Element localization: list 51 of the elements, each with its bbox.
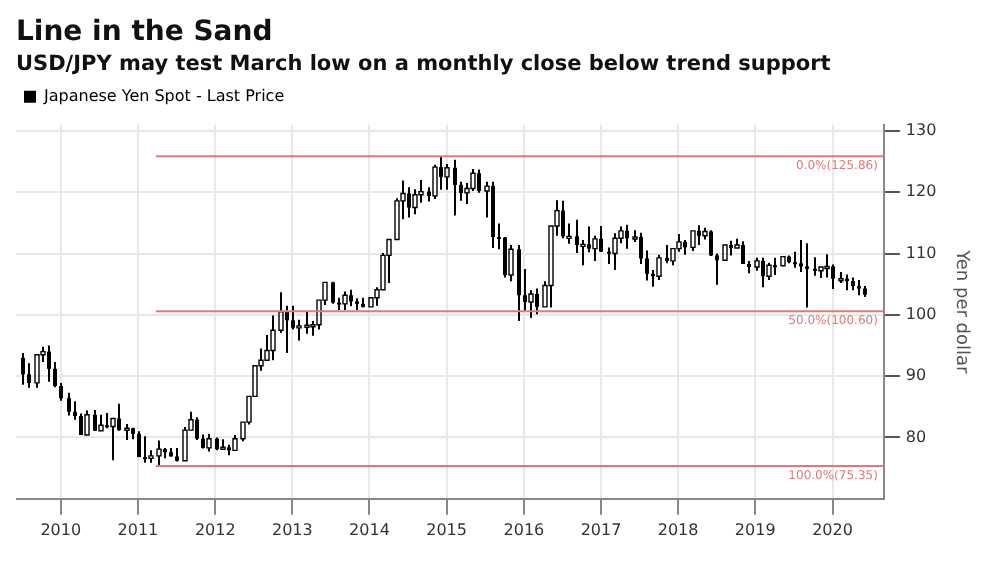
y-tick-label: 90 [905, 366, 927, 385]
candlestick [813, 256, 817, 277]
candlestick [304, 310, 310, 335]
candlestick [137, 430, 141, 459]
x-tick-label: 2015 [426, 520, 467, 539]
candlestick [592, 234, 598, 262]
x-tick-label: 2016 [503, 520, 545, 539]
x-tick-label: 2020 [812, 520, 853, 539]
y-tick-label: 120 [905, 182, 937, 201]
x-tick-label: 2018 [657, 520, 699, 539]
y-tick-label: 80 [905, 427, 927, 446]
candlestick [124, 423, 130, 441]
x-tick-label: 2013 [271, 520, 313, 539]
candlestick [444, 163, 450, 191]
x-tick-label: 2012 [194, 520, 236, 539]
candlestick [805, 242, 809, 309]
candlestick [156, 439, 162, 467]
candlestick [761, 256, 765, 289]
candlestick [607, 246, 611, 265]
chart-subtitle: USD/JPY may test March low on a monthly close below trend support [16, 51, 831, 76]
legend-label: Japanese Yen Spot - Last Price [42, 86, 285, 105]
x-tick-label: 2017 [580, 520, 622, 539]
candlestick [561, 199, 565, 240]
candlestick [21, 351, 25, 386]
candlestick [741, 240, 745, 265]
candlestick [780, 255, 786, 267]
candlestick [697, 224, 701, 246]
candlestick [47, 344, 51, 383]
x-tick-label: 2014 [349, 520, 390, 539]
candlestick [285, 304, 289, 354]
candlestick [439, 155, 443, 191]
chart-title: Line in the Sand [16, 16, 273, 49]
candlestick [67, 391, 71, 417]
candlestick [599, 224, 603, 253]
candlestick [270, 314, 276, 362]
candlestick [407, 186, 411, 219]
y-tick-label: 130 [905, 121, 937, 140]
candlestick [98, 413, 104, 432]
candlestick [824, 253, 830, 279]
candlestick [612, 232, 618, 272]
x-tick-label: 2019 [734, 520, 776, 539]
candlestick [110, 417, 116, 462]
candlestick [195, 416, 199, 441]
y-tick-label: 100 [905, 305, 937, 324]
x-tick-label: 2010 [40, 520, 82, 539]
y-tick-label: 110 [905, 243, 937, 262]
candlestick [143, 435, 147, 464]
candlestick [722, 244, 728, 261]
x-tick-label: 2011 [117, 520, 159, 539]
candlestick [220, 438, 226, 450]
y-axis-title: Yen per dollar [950, 248, 971, 375]
